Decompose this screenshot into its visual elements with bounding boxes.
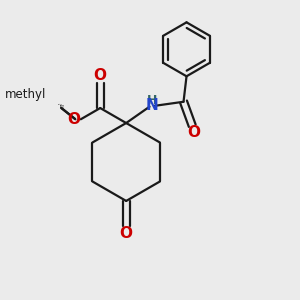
Text: O: O [67, 112, 80, 127]
Text: methyl: methyl [59, 105, 64, 106]
Text: O: O [187, 125, 200, 140]
Text: methyl: methyl [60, 107, 65, 108]
Text: methyl: methyl [5, 88, 47, 101]
Text: methyl: methyl [60, 105, 65, 106]
Text: H: H [147, 94, 157, 106]
Text: O: O [94, 68, 107, 82]
Text: methyl: methyl [60, 104, 65, 106]
Text: methyl: methyl [58, 103, 63, 105]
Text: N: N [146, 98, 158, 113]
Text: O: O [120, 226, 133, 242]
